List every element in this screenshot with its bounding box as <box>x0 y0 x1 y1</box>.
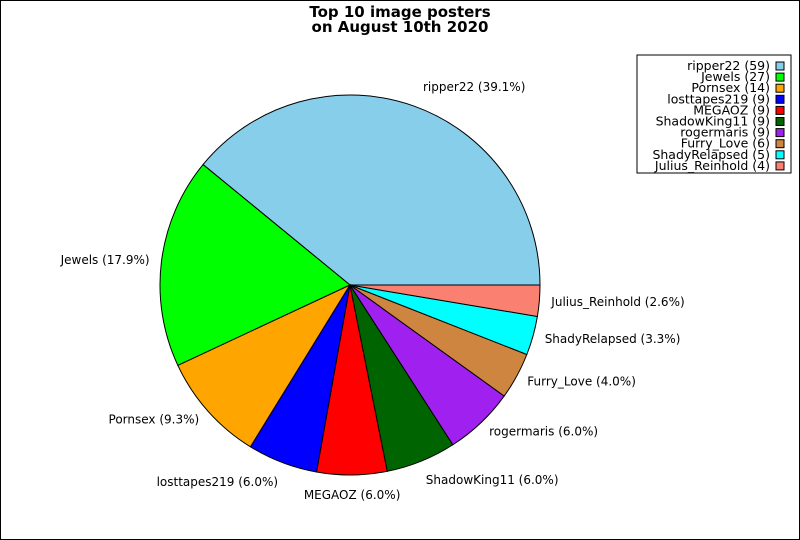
pie-label-jewels: Jewels (17.9%) <box>60 253 150 267</box>
pie-label-shadyrelapsed: ShadyRelapsed (3.3%) <box>545 332 681 346</box>
pie-slices <box>159 94 541 476</box>
legend-swatch-megaoz <box>775 105 785 115</box>
legend-entry-jewels: Jewels (27) <box>700 69 770 84</box>
legend-swatch-losttapes219 <box>775 94 785 104</box>
legend-swatch-furry-love <box>775 139 785 149</box>
pie-label-rogermaris: rogermaris (6.0%) <box>489 425 598 439</box>
pie-slice-jewels <box>159 163 351 367</box>
legend-entry-shadyrelapsed: ShadyRelapsed (5) <box>652 147 770 162</box>
legend-entry-losttapes219: losttapes219 (9) <box>667 91 770 106</box>
chart-title-line-1: Top 10 image posters <box>309 3 490 21</box>
pie-label-julius-reinhold: Julius_Reinhold (2.6%) <box>550 295 684 309</box>
legend-entry-rogermaris: rogermaris (9) <box>680 125 770 140</box>
pie-slice-pornsex <box>177 283 352 448</box>
legend-entry-furry-love: Furry_Love (6) <box>681 136 770 151</box>
pie-label-megaoz: MEGAOZ (6.0%) <box>304 488 401 502</box>
legend-entry-megaoz: MEGAOZ (9) <box>693 102 770 117</box>
pie-slice-julius-reinhold <box>349 284 541 318</box>
legend-entry-ripper22: ripper22 (59) <box>687 58 770 73</box>
pie-label-losttapes219: losttapes219 (6.0%) <box>157 475 279 489</box>
chart-title-line-2: on August 10th 2020 <box>312 18 489 36</box>
legend-swatch-jewels <box>775 72 785 82</box>
pie-label-pornsex: Pornsex (9.3%) <box>109 412 200 426</box>
legend-entry-pornsex: Pornsex (14) <box>691 80 770 95</box>
pie-label-shadowking11: ShadowKing11 (6.0%) <box>426 473 559 487</box>
legend-swatch-ripper22 <box>775 61 785 71</box>
legend-swatch-shadyrelapsed <box>775 150 785 160</box>
legend-box <box>636 54 792 174</box>
pie-label-ripper22: ripper22 (39.1%) <box>423 80 525 94</box>
pie-slice-ripper22 <box>202 94 541 286</box>
legend-swatch-shadowking11 <box>775 117 785 126</box>
pie-label-furry-love: Furry_Love (4.0%) <box>527 375 636 389</box>
legend-swatch-rogermaris <box>775 128 785 138</box>
legend-swatch-pornsex <box>775 83 785 93</box>
pie-labels: ripper22 (39.1%) Jewels (17.9%) Pornsex (9… <box>60 80 685 502</box>
legend-swatch-julius-reinhold <box>775 161 785 171</box>
legend-entry-shadowking11: ShadowKing11 (9) <box>656 114 770 129</box>
legend: ripper22 (59)Jewels (27)Pornsex (14)lost… <box>636 54 792 174</box>
legend-entry-julius-reinhold: Julius_Reinhold (4) <box>654 158 770 173</box>
